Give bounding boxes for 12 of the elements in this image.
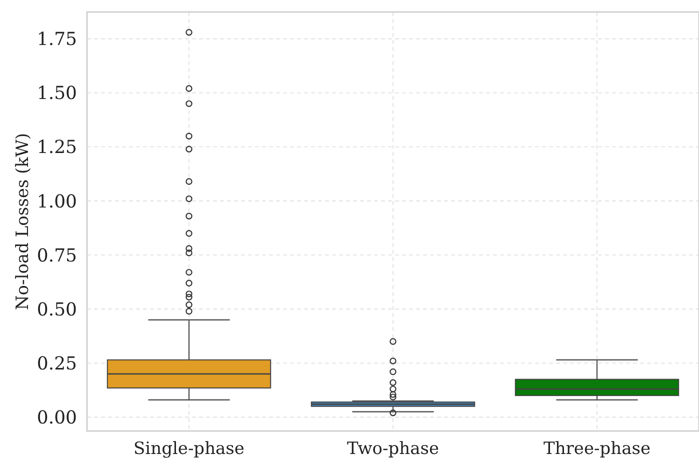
- y-tick-label: 0.75: [36, 245, 77, 266]
- y-tick-label: 0.00: [36, 407, 77, 428]
- x-tick-label: Single-phase: [134, 439, 244, 459]
- y-tick-label: 1.25: [36, 137, 77, 158]
- y-tick-label: 1.00: [36, 191, 77, 212]
- y-tick-label: 1.75: [36, 29, 77, 50]
- y-tick-label: 1.50: [36, 83, 77, 104]
- x-tick-label: Three-phase: [543, 439, 651, 459]
- x-tick-label: Two-phase: [346, 439, 440, 459]
- y-tick-label: 0.25: [36, 353, 77, 374]
- y-tick-label: 0.50: [36, 299, 77, 320]
- y-axis-title: No-load Losses (kW): [13, 132, 33, 310]
